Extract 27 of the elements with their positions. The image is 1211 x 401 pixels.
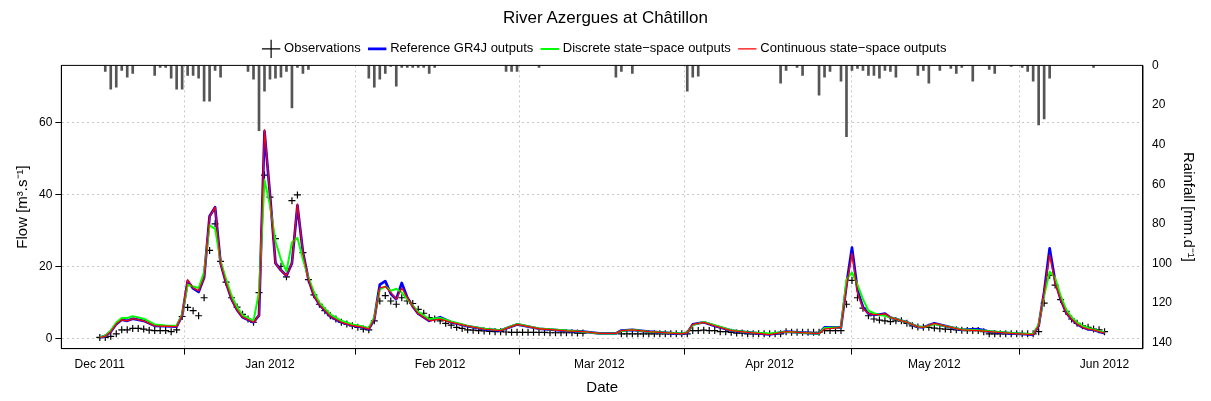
y-tick-label: 40 [38,186,53,201]
y2-axis-title: Rainfall [mm.d⁻¹] [1180,151,1198,263]
y2-tick-label: 100 [1151,255,1173,270]
x-tick-label: Mar 2012 [574,357,626,372]
y2-tick-label: 60 [1151,176,1166,191]
legend-label: Discrete state−space outputs [562,40,732,56]
y-tick-label: 20 [38,259,53,274]
y2-tick-label: 80 [1151,216,1166,231]
y-tick-label: 0 [45,331,53,346]
x-tick-label: Jun 2012 [1079,357,1130,372]
x-tick-label: Apr 2012 [745,357,795,372]
x-tick-label: Dec 2011 [74,357,126,372]
legend-label: Reference GR4J outputs [390,40,534,56]
legend-label: Observations [284,40,362,56]
y2-tick-label: 140 [1151,334,1173,349]
y2-tick-label: 0 [1151,57,1159,72]
legend-label: Continuous state−space outputs [760,40,947,56]
y2-tick-label: 120 [1151,295,1173,310]
x-axis-title: Date [586,378,619,396]
y-tick-label: 60 [38,114,53,129]
y2-tick-label: 20 [1151,97,1166,112]
y2-tick-label: 40 [1151,136,1166,151]
chart-title: River Azergues at Châtillon [502,7,709,27]
x-tick-label: Feb 2012 [414,357,466,372]
x-tick-label: May 2012 [907,357,962,372]
y-axis-title: Flow [m³.s⁻¹] [13,165,31,249]
x-tick-label: Jan 2012 [245,357,295,372]
